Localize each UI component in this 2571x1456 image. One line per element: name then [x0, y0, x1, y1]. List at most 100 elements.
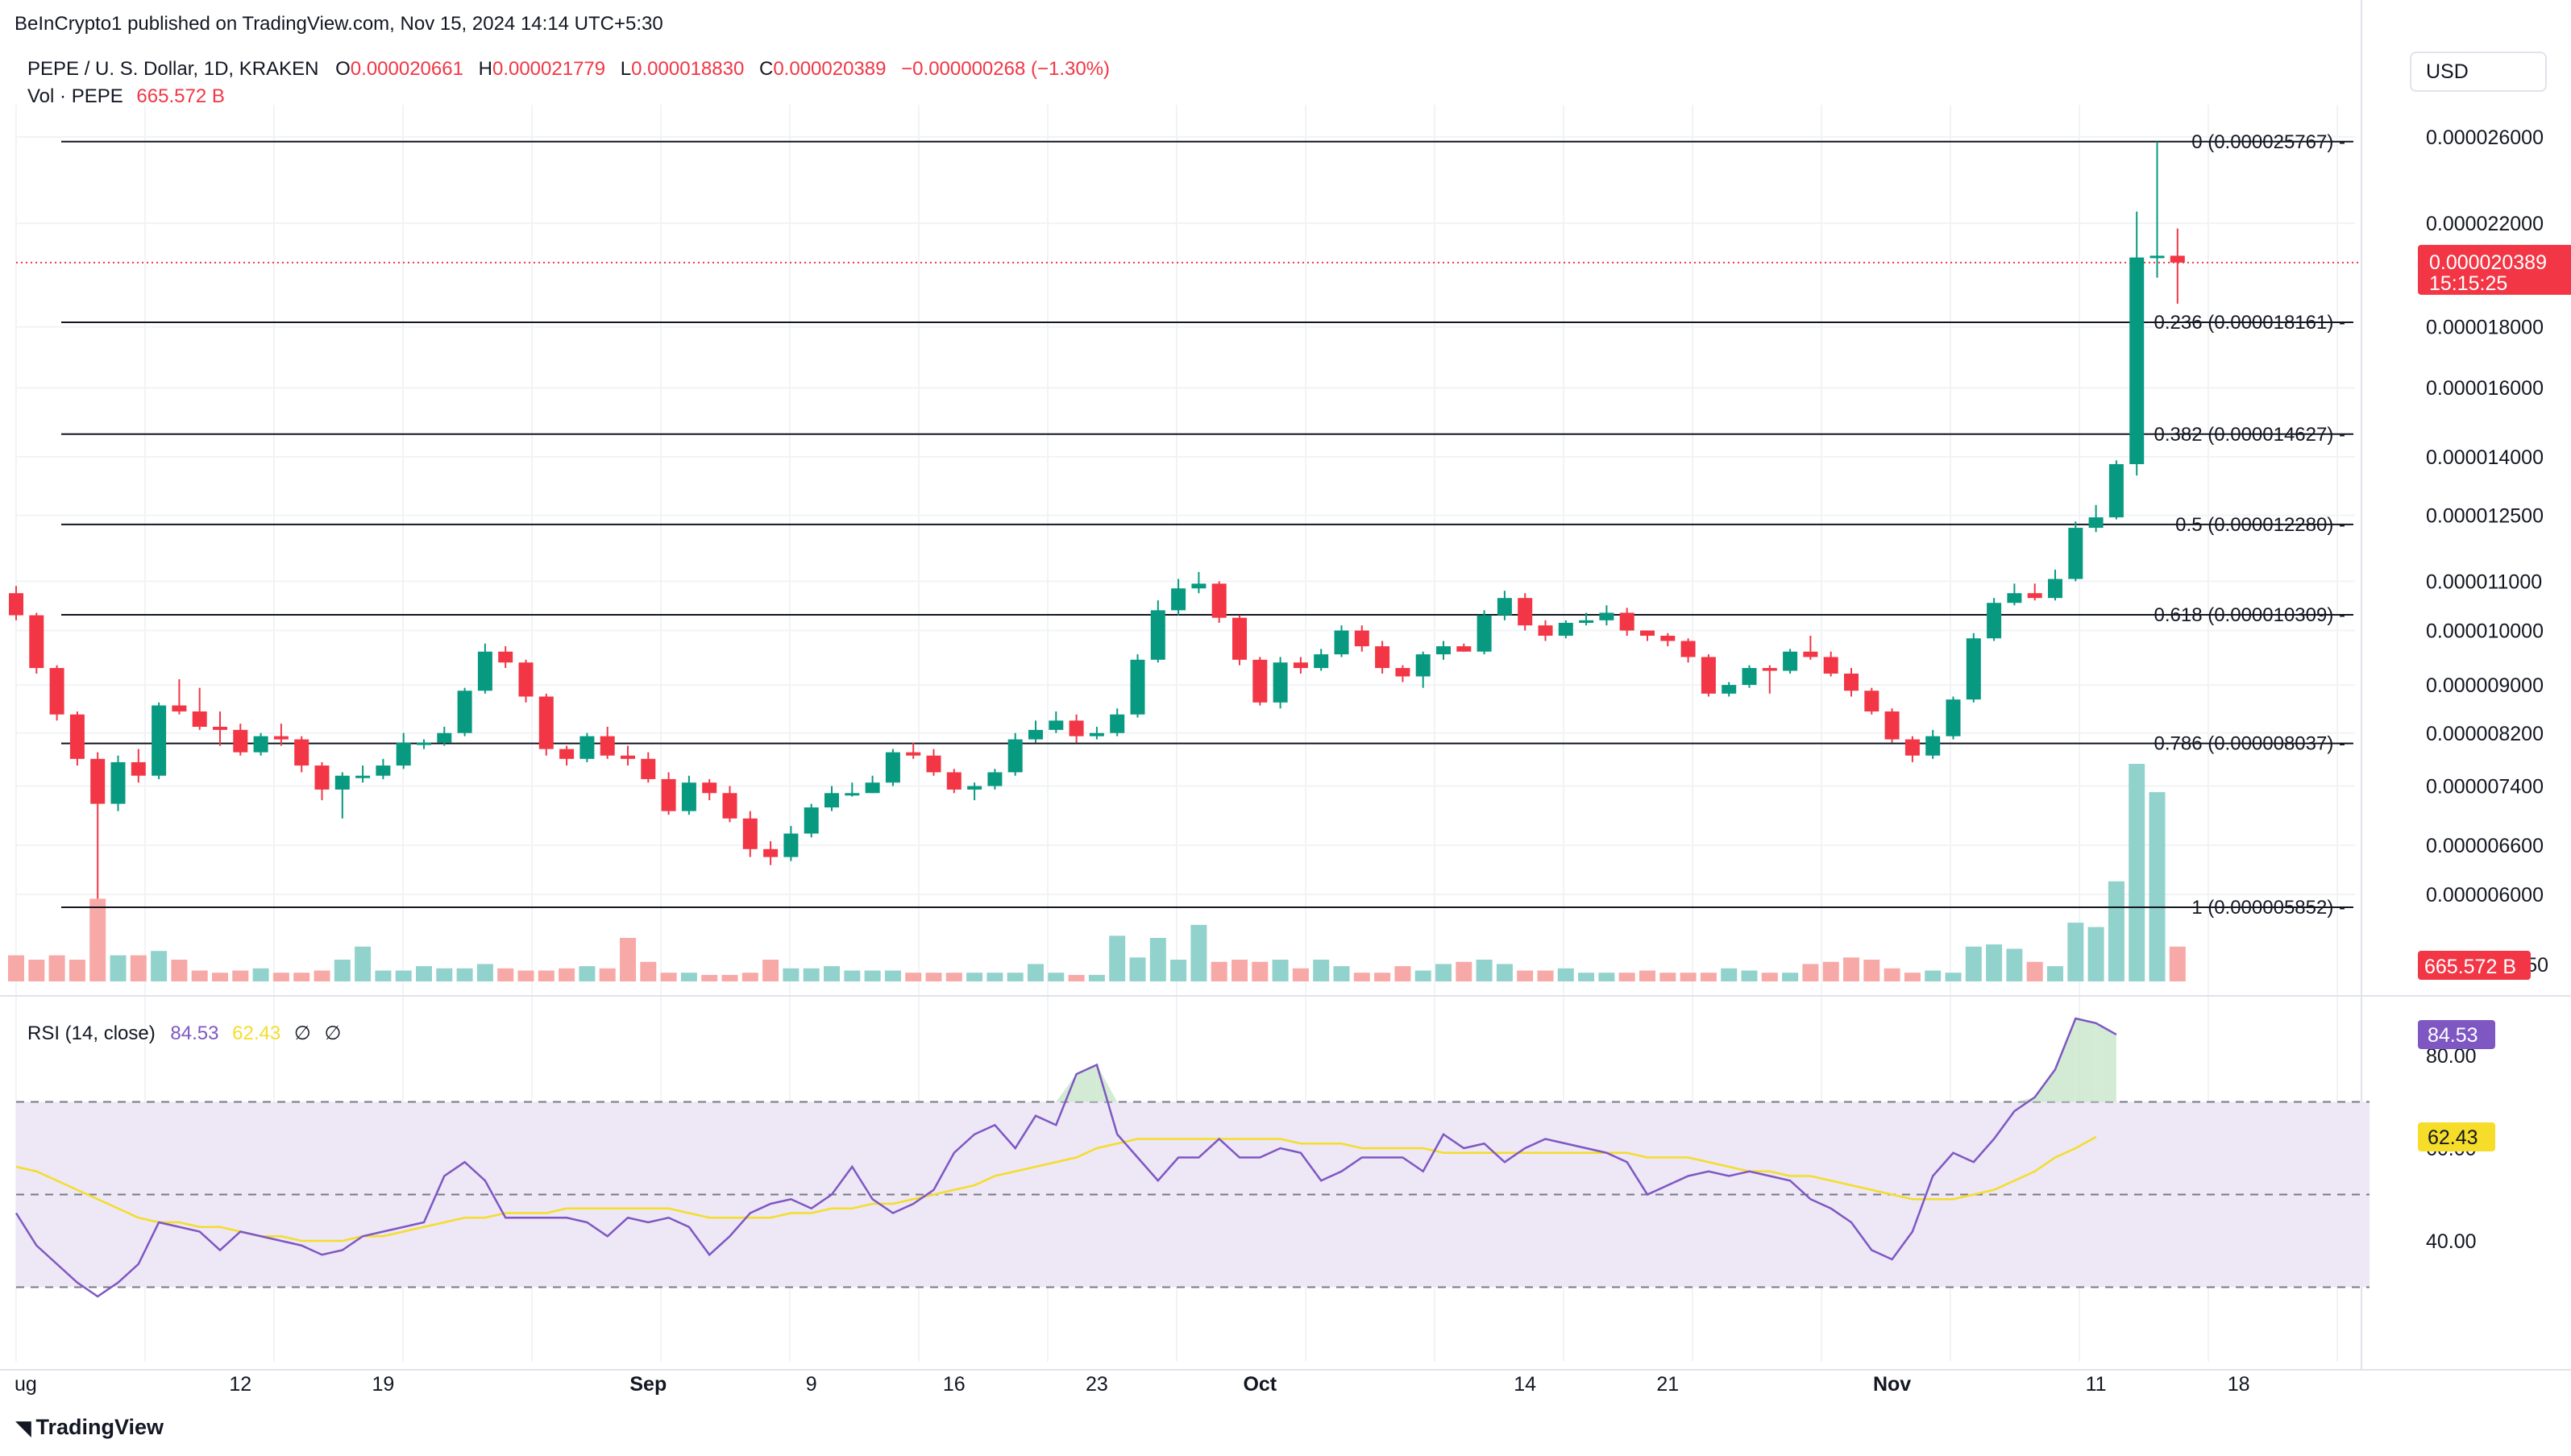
volume-bar [212, 973, 228, 981]
volume-bar [1252, 961, 1269, 981]
volume-bar [844, 970, 861, 981]
volume-bar [2149, 792, 2166, 981]
candle-body [579, 736, 595, 759]
volume-value: 665.572 B [136, 85, 225, 107]
candle-body [1599, 612, 1614, 620]
price-axis-tick: 0.000011000 [2426, 570, 2542, 593]
time-axis-tick: 19 [372, 1373, 394, 1396]
candle-body [1579, 620, 1594, 623]
volume-bar [1374, 973, 1391, 981]
candle-body [1640, 630, 1655, 636]
candle-body [1314, 654, 1329, 669]
price-axis-tick: 0.000006600 [2426, 835, 2544, 857]
candle-body [1456, 646, 1472, 652]
volume-bar [1414, 970, 1431, 981]
candle-body [9, 593, 23, 616]
candle-body [477, 651, 492, 691]
tradingview-logo-icon: ◥ [16, 1417, 31, 1439]
volume-bar [1109, 935, 1126, 981]
candle-body [742, 818, 758, 849]
time-axis-tick: 12 [229, 1373, 251, 1396]
candle-body [376, 765, 391, 776]
candle-body [1619, 612, 1634, 631]
volume-bar [272, 973, 289, 981]
rsi-na-2: ∅ [324, 1023, 342, 1044]
time-axis-tick: 11 [2086, 1373, 2107, 1396]
rsi-overbought-fill [1076, 1064, 1097, 1102]
fib-level-label: 0.5 (0.000012280) - [2175, 514, 2345, 536]
candle-body [885, 752, 900, 783]
volume-bar [1986, 944, 2003, 981]
candle-body [1497, 598, 1512, 616]
candle-body [49, 668, 64, 715]
candle-body [1028, 729, 1043, 740]
candle-body [131, 761, 146, 776]
volume-bar [2067, 923, 2084, 981]
symbol-name: PEPE / U. S. Dollar, 1D, KRAKEN [27, 58, 319, 80]
volume-bar [620, 938, 636, 981]
volume-bar [1618, 973, 1635, 981]
candle-body [845, 793, 860, 796]
candle-body [1477, 615, 1492, 652]
volume-bar [680, 973, 697, 981]
volume-bar [1435, 964, 1452, 981]
volume-bar [1904, 973, 1921, 981]
time-axis-tick: Nov [1873, 1373, 1911, 1396]
volume-bar [824, 966, 840, 981]
volume-bar [1578, 973, 1595, 981]
volume-bar [579, 966, 596, 981]
volume-badge-value: 665.572 B [2424, 956, 2516, 978]
rsi-axis-tick: 40.00 [2426, 1230, 2477, 1253]
volume-bar [436, 968, 453, 981]
high-value: 0.000021779 [492, 58, 606, 80]
candle-body [1925, 736, 1941, 756]
rsi-label: RSI (14, close) [27, 1023, 156, 1044]
time-axis-tick: 9 [806, 1373, 817, 1396]
volume-bar [476, 964, 493, 981]
candle-body [1334, 630, 1349, 655]
volume-bar [925, 973, 942, 981]
currency-button[interactable]: USD [2410, 52, 2547, 92]
candle-body [538, 696, 554, 749]
volume-bar [1659, 973, 1676, 981]
volume-bar [1313, 960, 1330, 981]
volume-bar [783, 968, 800, 981]
candle-body [417, 742, 431, 745]
fib-level-label: 0.786 (0.000008037) - [2154, 733, 2345, 755]
candle-body [1722, 685, 1737, 694]
volume-bar [2026, 961, 2043, 981]
volume-bar [334, 960, 351, 981]
volume-bar [1292, 968, 1309, 981]
volume-bar [741, 973, 758, 981]
candle-body [783, 833, 799, 857]
candle-body [600, 736, 615, 756]
volume-bar [1802, 964, 1819, 981]
volume-bar [252, 968, 269, 981]
price-axis-tick: 0.000008200 [2426, 723, 2544, 745]
rsi-na-1: ∅ [293, 1023, 311, 1044]
candle-body [1742, 668, 1757, 686]
tradingview-logo: ◥ TradingView [16, 1415, 164, 1440]
volume-bar [1537, 970, 1554, 981]
volume-bar [1272, 960, 1289, 981]
price-axis-tick: 0.000009000 [2426, 674, 2544, 697]
rsi-badge-value: 84.53 [2428, 1024, 2478, 1047]
candle-body [1415, 654, 1431, 677]
rsi-legend: RSI (14, close) 84.53 62.43 ∅ ∅ [27, 1022, 341, 1045]
volume-bar [1068, 974, 1085, 981]
candle-body [987, 772, 1003, 786]
candle-body [1558, 622, 1573, 636]
candle-body [213, 726, 227, 730]
candle-body [661, 778, 676, 811]
volume-bar [456, 968, 473, 981]
volume-bar [2047, 966, 2063, 981]
candle-body [621, 755, 635, 759]
candle-body [946, 772, 962, 790]
volume-bar [1517, 970, 1534, 981]
candle-body [1089, 732, 1104, 736]
volume-bar [660, 973, 677, 981]
rsi-ma-value: 62.43 [232, 1023, 281, 1044]
fib-level-label: 0 (0.000025767) - [2191, 131, 2345, 153]
